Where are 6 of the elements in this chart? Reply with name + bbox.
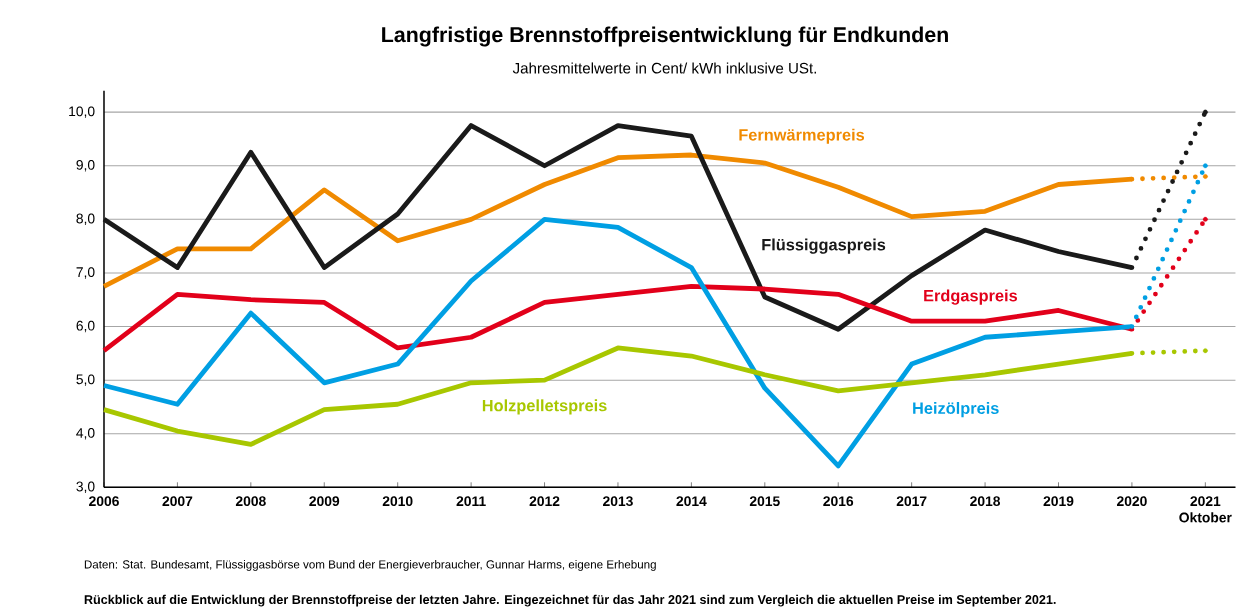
- chart-title: Langfristige Brennstoffpreisentwicklung für Endkunden: [382, 26, 948, 47]
- series-label: Erdgaspreis: [924, 289, 1018, 305]
- series-label: Holzpelletspreis: [482, 399, 607, 415]
- series-label: Heizölpreis: [913, 402, 999, 418]
- series-label: Flüssiggaspreis: [762, 238, 886, 254]
- series-label: Fernwärmepreis: [739, 128, 865, 144]
